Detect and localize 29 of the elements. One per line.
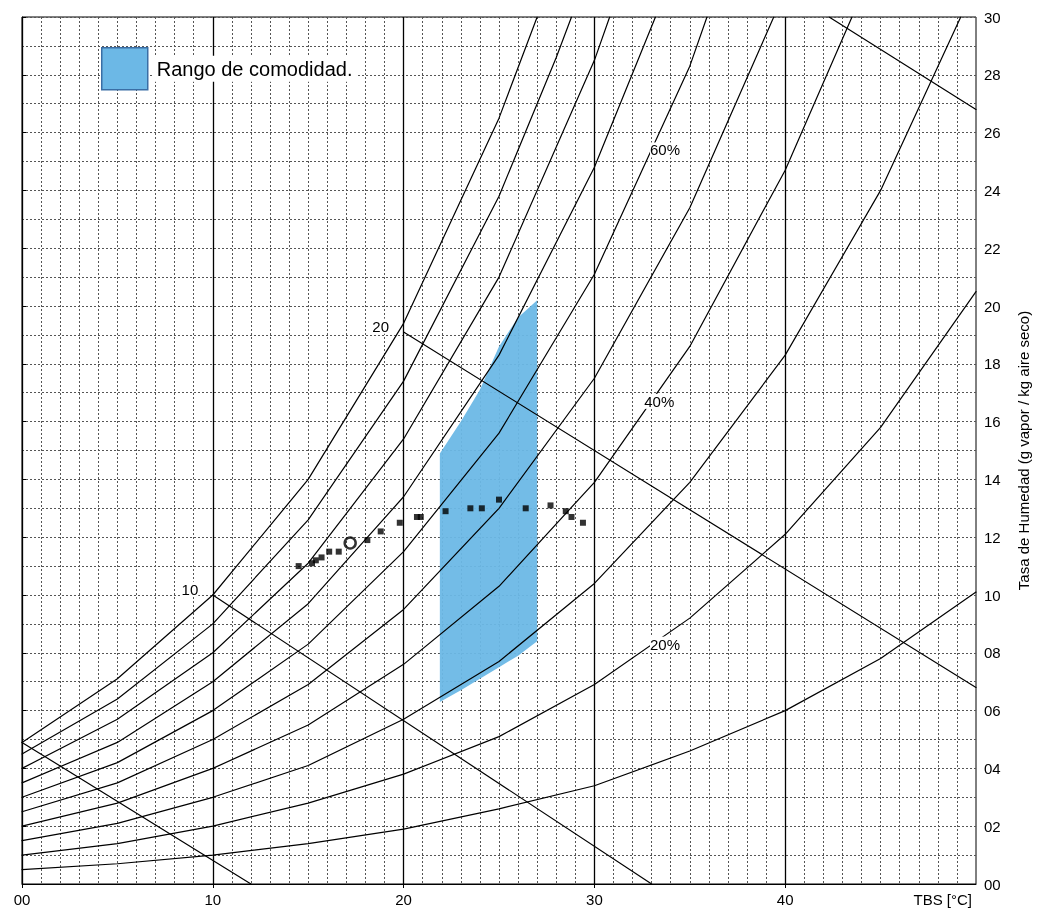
y-tick-label: 18 xyxy=(984,355,1001,373)
y-tick-label: 02 xyxy=(984,817,1001,835)
y-tick-label: 26 xyxy=(984,124,1001,142)
x-tick-label: 20 xyxy=(395,891,412,908)
y-tick-label: 12 xyxy=(984,528,1001,546)
y-tick-label: 24 xyxy=(984,181,1001,199)
y-tick-label: 04 xyxy=(984,759,1001,777)
y-tick-label: 30 xyxy=(984,8,1001,26)
y-tick-label: 16 xyxy=(984,413,1001,431)
x-tick-label: 10 xyxy=(204,891,222,908)
x-tick-label: 40 xyxy=(776,891,794,908)
annotation: 20 xyxy=(372,317,390,335)
annotation: 40% xyxy=(644,392,675,410)
x-tick-label: 00 xyxy=(13,891,31,908)
annotation: 60% xyxy=(649,141,681,159)
y-tick-label: 10 xyxy=(984,586,1001,604)
y-tick-label: 00 xyxy=(984,875,1001,893)
y-tick-label: 14 xyxy=(984,470,1001,488)
legend-label: Rango de comodidad. xyxy=(156,57,353,80)
x-tick-label: 30 xyxy=(586,891,603,908)
annotation: 20% xyxy=(649,635,681,653)
y-tick-label: 22 xyxy=(984,239,1001,257)
y-tick-label: 28 xyxy=(984,66,1001,84)
x-axis-title: TBS [°C] xyxy=(913,891,972,908)
y-tick-label: 20 xyxy=(984,297,1001,315)
y-axis-title: Tasa de Humedad (g vapor / kg aire seco) xyxy=(1015,310,1032,591)
annotation: 10 xyxy=(181,580,199,598)
y-tick-label: 08 xyxy=(984,644,1001,662)
y-tick-label: 06 xyxy=(984,702,1001,720)
